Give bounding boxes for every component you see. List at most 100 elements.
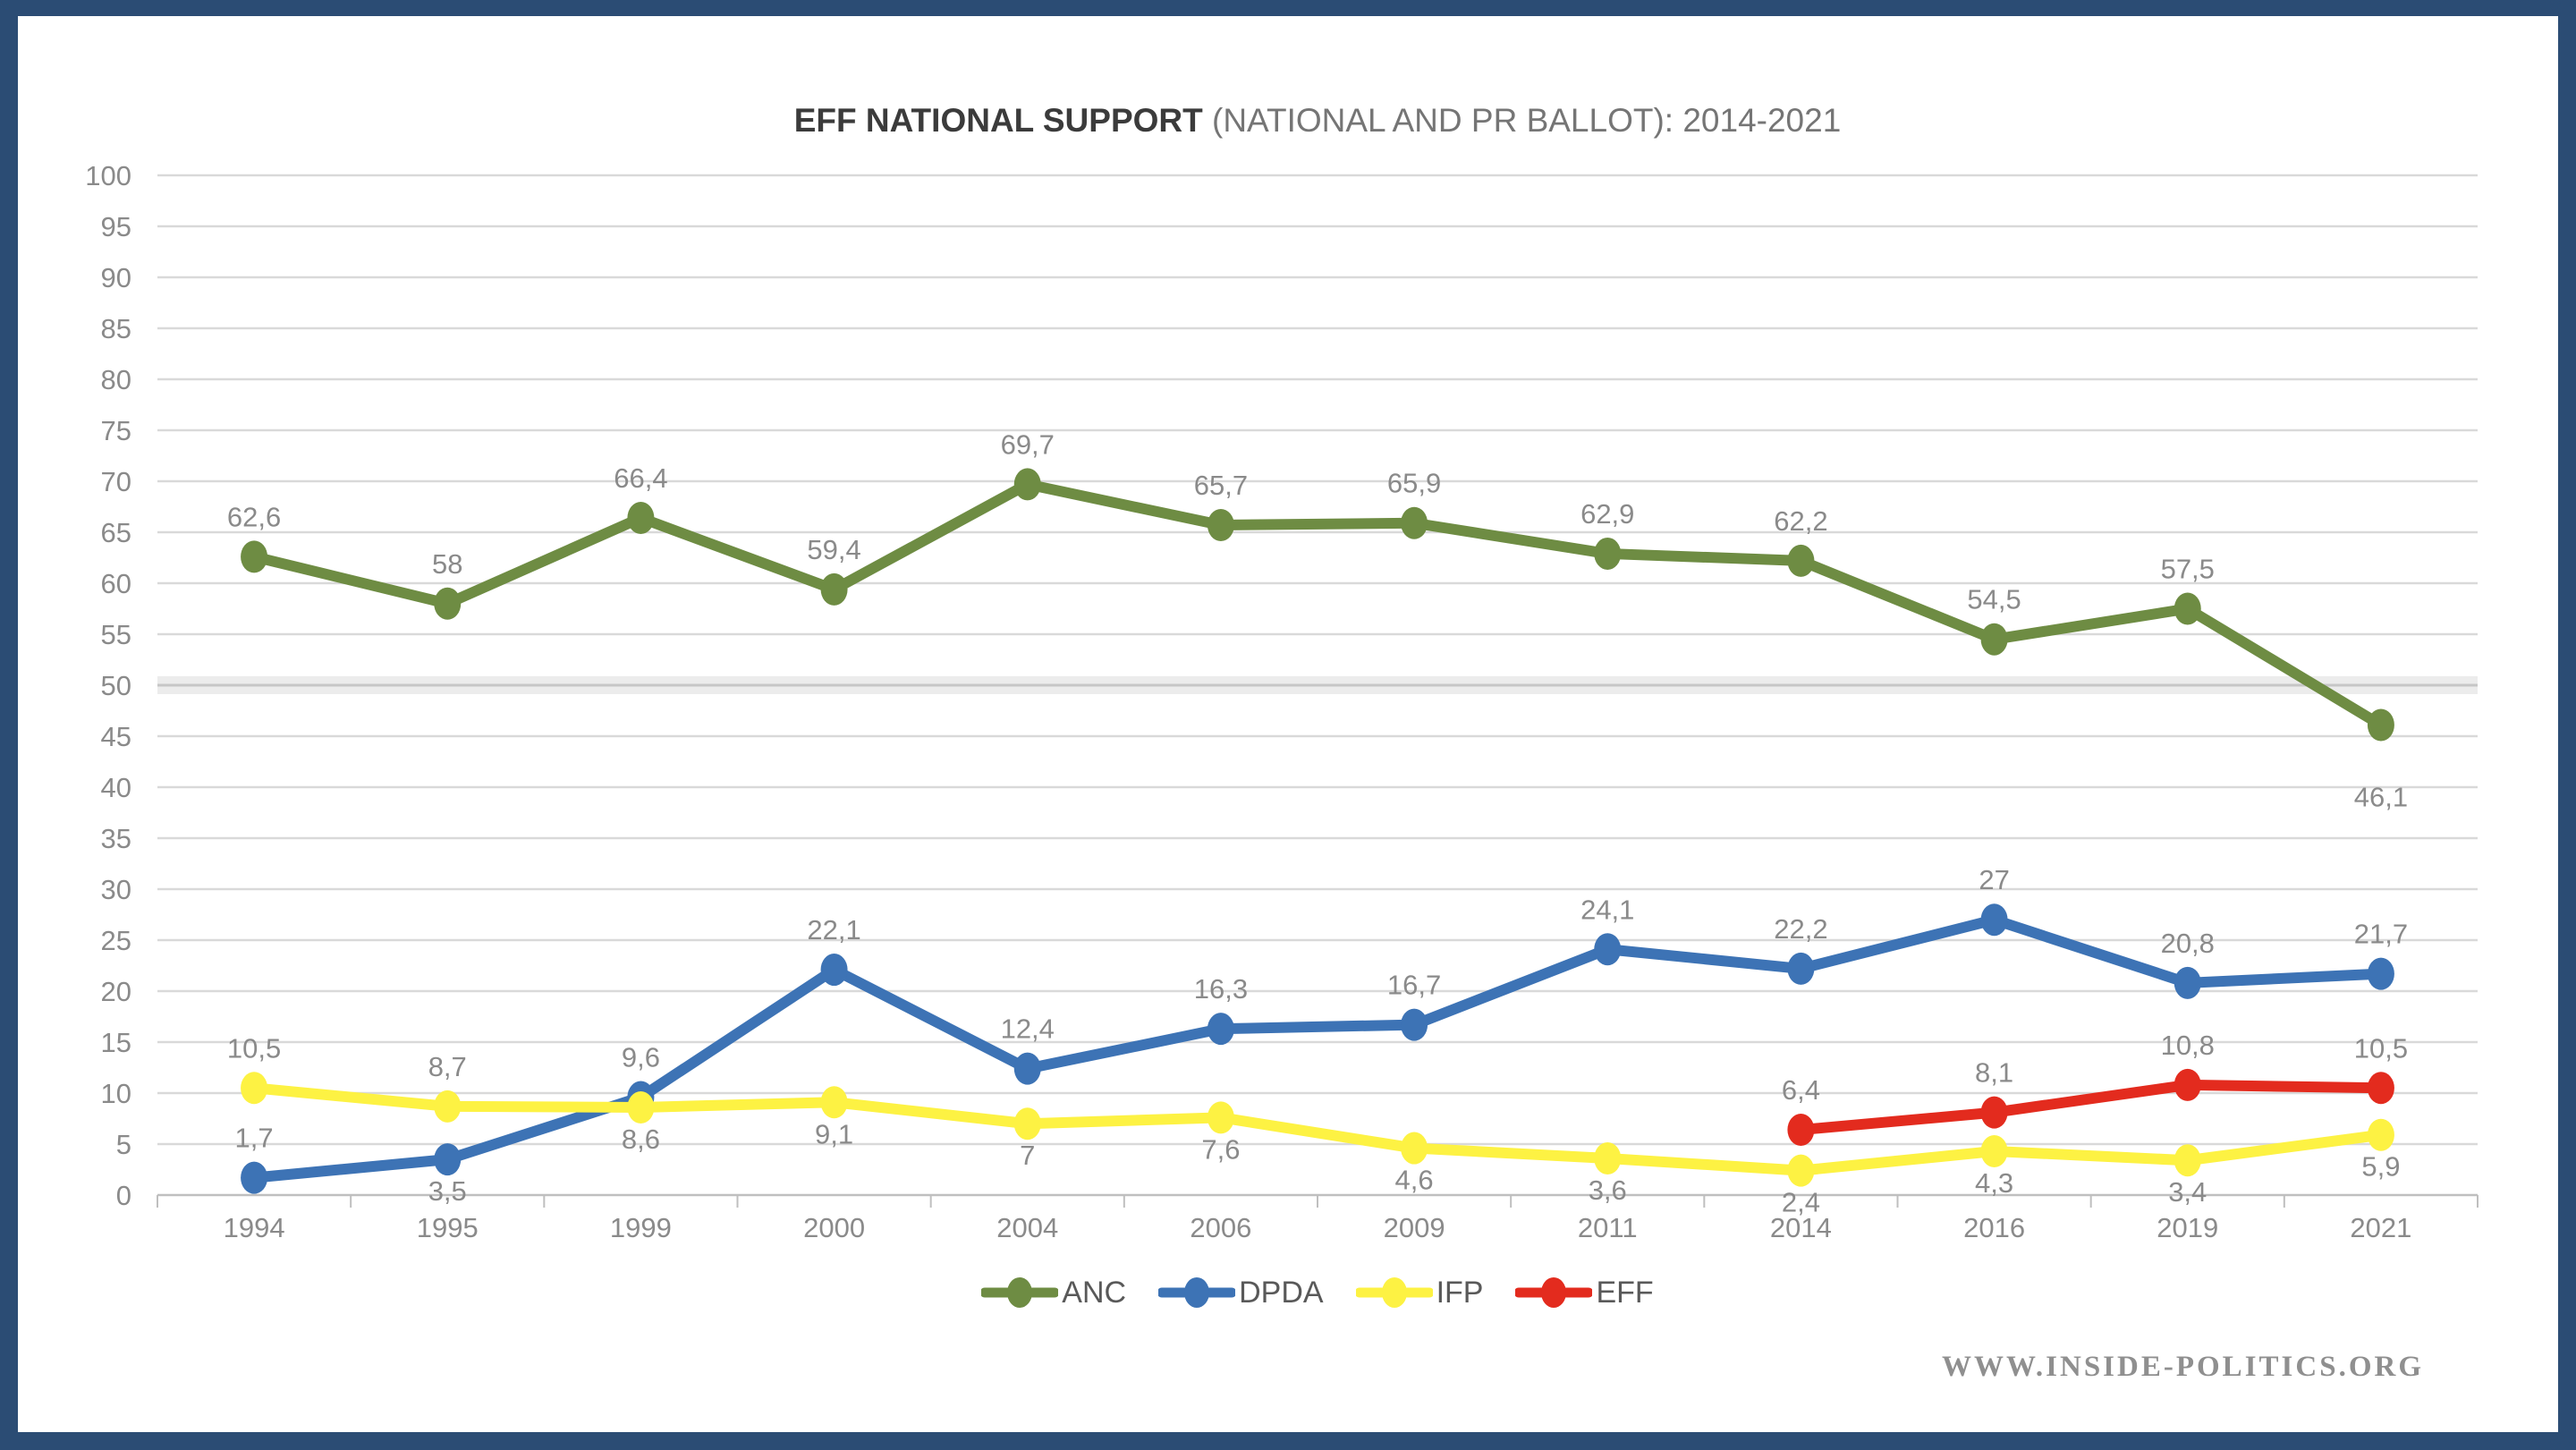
series-line-anc (249, 479, 2386, 731)
y-axis-label: 55 (101, 619, 131, 650)
data-point-ifp-2016 (1980, 1134, 2008, 1167)
data-label-ifp-2021: 5,9 (2361, 1151, 2400, 1183)
legend-dot (1541, 1277, 1567, 1308)
data-point-anc-2004 (1013, 468, 1041, 501)
data-label-dpda-2019: 20,8 (2161, 928, 2215, 959)
x-axis-label: 2011 (1578, 1212, 1638, 1243)
y-axis-label: 15 (101, 1027, 131, 1058)
legend-item-ifp: IFP (1355, 1275, 1483, 1310)
data-point-ifp-1999 (627, 1090, 655, 1124)
y-axis-label: 30 (101, 874, 131, 905)
data-point-anc-2000 (820, 572, 848, 606)
x-axis-label: 2006 (1190, 1212, 1251, 1243)
data-label-ifp-2019: 3,4 (2168, 1176, 2207, 1208)
data-point-dpda-2016 (1980, 903, 2008, 937)
data-point-dpda-2004 (1013, 1052, 1041, 1085)
plot-area: 0 5 10 15 20 25 30 35 40 45 50 55 60 65 70 75 80 85 90 95 10… (85, 160, 2479, 1243)
data-label-anc-2019: 57,5 (2161, 554, 2215, 585)
x-axis-label: 2019 (2157, 1212, 2218, 1243)
legend-marker-ifp (1355, 1277, 1433, 1308)
data-point-ifp-2014 (1787, 1154, 1815, 1187)
legend: ANC DPDA IFP EFF (157, 1268, 2478, 1317)
data-label-anc-2009: 65,9 (1387, 468, 1441, 499)
y-axis-label: 70 (101, 466, 131, 497)
data-point-eff-2021 (2367, 1072, 2394, 1105)
legend-marker-eff (1515, 1277, 1593, 1308)
data-point-eff-2019 (2174, 1068, 2201, 1101)
legend-dot (1007, 1277, 1033, 1308)
x-axis-label: 2009 (1384, 1212, 1445, 1243)
series-line-dpda (249, 914, 2386, 1183)
legend-item-anc: ANC (981, 1275, 1126, 1310)
x-axis-label: 2014 (1770, 1212, 1832, 1243)
y-axis-label: 10 (101, 1078, 131, 1109)
data-point-anc-1999 (627, 502, 655, 535)
x-axis-label: 2000 (803, 1212, 865, 1243)
data-point-ifp-2000 (820, 1086, 848, 1119)
data-label-dpda-2000: 22,1 (807, 914, 860, 945)
data-point-dpda-1994 (241, 1161, 268, 1194)
watermark: WWW.INSIDE-POLITICS.ORG (1941, 1351, 2424, 1383)
data-label-dpda-1994: 1,7 (235, 1123, 274, 1154)
data-point-dpda-2011 (1594, 933, 1622, 966)
data-label-anc-2016: 54,5 (1967, 584, 2021, 615)
data-label-eff-2016: 8,1 (1975, 1057, 2013, 1089)
data-point-dpda-2019 (2174, 966, 2201, 999)
data-label-anc-2006: 65,7 (1194, 470, 1248, 501)
legend-label-eff: EFF (1596, 1275, 1654, 1310)
y-axis-label: 80 (101, 364, 131, 395)
y-axis-label: 95 (101, 211, 131, 242)
x-axis-label: 2004 (996, 1212, 1058, 1243)
data-point-anc-2016 (1980, 623, 2008, 656)
data-point-dpda-2021 (2367, 957, 2394, 990)
y-axis-label: 85 (101, 313, 131, 344)
data-label-ifp-2000: 9,1 (815, 1118, 853, 1149)
y-axis-label: 50 (101, 670, 131, 701)
data-point-ifp-1995 (434, 1090, 462, 1123)
x-axis-label: 1994 (224, 1212, 285, 1243)
data-point-anc-2011 (1594, 537, 1622, 570)
data-point-ifp-2009 (1401, 1132, 1428, 1165)
data-point-eff-2014 (1787, 1114, 1815, 1147)
y-axis-label: 45 (101, 721, 131, 752)
data-point-anc-2014 (1787, 544, 1815, 577)
data-point-anc-1995 (434, 587, 462, 620)
data-label-ifp-2014: 2,4 (1782, 1187, 1820, 1218)
data-point-dpda-2009 (1401, 1008, 1428, 1041)
legend-marker-anc (981, 1277, 1059, 1308)
chart-title-subtitle: (NATIONAL AND PR BALLOT): 2014-2021 (1202, 102, 1842, 139)
data-point-dpda-1995 (434, 1143, 462, 1176)
data-label-dpda-2009: 16,7 (1387, 970, 1441, 1001)
data-label-ifp-1995: 8,7 (428, 1051, 467, 1082)
data-label-eff-2019: 10,8 (2161, 1030, 2215, 1061)
legend-marker-dpda (1158, 1277, 1236, 1308)
y-axis-label: 65 (101, 517, 131, 548)
data-point-ifp-2004 (1013, 1107, 1041, 1140)
data-label-ifp-2004: 7 (1020, 1140, 1035, 1171)
data-label-dpda-2004: 12,4 (1001, 1013, 1055, 1045)
data-label-anc-1999: 66,4 (614, 462, 667, 494)
x-axis-label: 2016 (1963, 1212, 2025, 1243)
y-axis-label: 20 (101, 976, 131, 1007)
y-axis-label: 40 (101, 772, 131, 803)
data-point-ifp-2019 (2174, 1144, 2201, 1177)
y-axis-label: 75 (101, 415, 131, 446)
data-label-eff-2014: 6,4 (1782, 1074, 1820, 1106)
legend-item-dpda: DPDA (1158, 1275, 1324, 1310)
data-label-anc-2021: 46,1 (2354, 781, 2408, 812)
legend-dot (1381, 1277, 1407, 1308)
data-label-ifp-2006: 7,6 (1201, 1133, 1240, 1165)
chart-canvas: EFF NATIONAL SUPPORT (NATIONAL AND PR BA… (18, 16, 2558, 1432)
data-point-anc-2019 (2174, 592, 2201, 625)
data-label-ifp-2016: 4,3 (1975, 1167, 2013, 1199)
data-label-anc-1994: 62,6 (227, 501, 281, 532)
legend-label-dpda: DPDA (1239, 1275, 1324, 1310)
data-label-ifp-2009: 4,6 (1395, 1165, 1434, 1196)
data-label-anc-2011: 62,9 (1580, 498, 1634, 530)
data-point-anc-2021 (2367, 708, 2394, 742)
data-label-dpda-2014: 22,2 (1774, 913, 1827, 945)
y-axis-label: 90 (101, 262, 131, 293)
data-label-eff-2021: 10,5 (2354, 1032, 2408, 1064)
data-label-dpda-1999: 9,6 (622, 1042, 660, 1073)
data-label-ifp-2011: 3,6 (1589, 1174, 1627, 1206)
